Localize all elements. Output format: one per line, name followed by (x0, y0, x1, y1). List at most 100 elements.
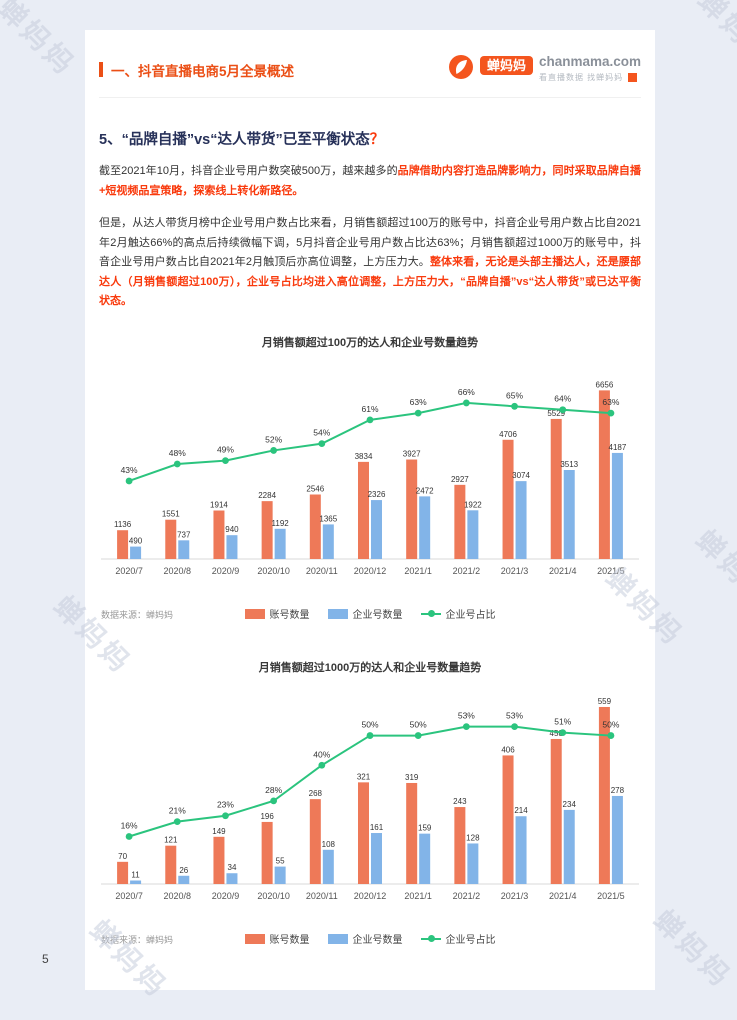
bar-value-label: 3834 (355, 452, 373, 461)
enterprise-bar (467, 843, 479, 885)
x-axis-label: 2021/3 (501, 566, 529, 576)
page-number: 5 (42, 952, 49, 966)
paragraph-2: 但是，从达人带货月榜中企业号用户数占比来看，月销售额超过100万的账号中，抖音企… (99, 214, 641, 312)
pct-label: 49% (217, 445, 234, 455)
pct-label: 53% (506, 711, 523, 721)
bar-value-label: 121 (164, 836, 178, 845)
page-title-text: 5、“品牌自播”vs“达人带货”已至平衡状态 (99, 132, 370, 148)
watermark-text: 蝉妈妈 (0, 0, 82, 82)
bar-value-label: 2284 (258, 491, 276, 500)
x-axis-label: 2021/4 (549, 891, 577, 901)
enterprise-bar (322, 524, 334, 560)
trend-dot (462, 723, 470, 731)
chart-2-svg: 70 11 16% 2020/7 121 26 21% 2020/8 149 34 23% 2020/… (101, 697, 639, 901)
pct-label: 40% (313, 749, 330, 759)
enterprise-bar (563, 809, 575, 885)
trend-dot (173, 818, 181, 826)
legend-label: 企业号数量 (352, 610, 403, 622)
bar-value-label: 1551 (162, 510, 180, 519)
pct-label: 50% (410, 720, 427, 730)
pct-label: 50% (361, 720, 378, 730)
bar-value-label: 406 (501, 745, 515, 754)
enterprise-bar (371, 500, 382, 560)
bar-value-label: 3927 (403, 450, 421, 459)
ratio-trend-line (128, 725, 611, 838)
section-title: 一、抖音直播电商5月全景概述 (111, 63, 295, 79)
enterprise-bar (226, 535, 238, 560)
bar-value-label: 4187 (609, 443, 627, 452)
bar-value-label: 4706 (499, 430, 517, 439)
watermark-text: 蝉妈妈 (648, 904, 737, 994)
pct-label: 65% (506, 390, 523, 400)
chart-1-svg: 1136 490 43% 2020/7 1551 737 48% 2020/8 1914 940 4… (101, 380, 639, 576)
trend-dot (511, 402, 518, 410)
bar-value-label: 2472 (416, 486, 434, 495)
x-axis-label: 2021/5 (597, 891, 625, 901)
bar-value-label: 3513 (560, 460, 578, 469)
bar-value-label: 70 (118, 852, 127, 861)
logo-tagline: 看直播数据 找蝉妈妈 (539, 72, 641, 83)
legend-label: 账号数量 (269, 610, 310, 622)
enterprise-bar (467, 510, 479, 560)
pct-label: 48% (169, 448, 186, 458)
legend-item-ratio: 企业号占比 (420, 606, 496, 621)
bar-value-label: 196 (260, 812, 274, 821)
paragraph-1: 截至2021年10月，抖音企业号用户数突破500万，越来越多的品牌借助内容打造品… (99, 162, 641, 201)
enterprise-swatch (327, 608, 348, 619)
account-bar (165, 845, 177, 885)
enterprise-bar (515, 481, 527, 560)
legend-label: 企业号占比 (445, 935, 496, 947)
trend-dot (222, 812, 229, 820)
chart-block-1: 月销售额超过100万的达人和企业号数量趋势 1136 490 43% 2020/7 15… (99, 334, 641, 625)
pct-label: 63% (410, 397, 427, 407)
chanmama-logo: 蝉妈妈 chanmama.com 看直播数据 找蝉妈妈 (448, 54, 641, 85)
chart-2-canvas: 70 11 16% 2020/7 121 26 21% 2020/8 149 34 23% 2020/… (99, 678, 641, 926)
trend-dot (318, 761, 326, 769)
bar-value-label: 278 (611, 786, 625, 795)
bar-value-label: 2927 (451, 475, 469, 484)
account-bar (165, 519, 177, 560)
legend-item-enterprise: 企业号数量 (327, 606, 403, 622)
account-bar (550, 739, 562, 885)
pct-label: 63% (602, 397, 619, 407)
chart-1-source: 数据来源：蝉妈妈 (101, 610, 174, 621)
bar-value-label: 5529 (547, 409, 565, 418)
pct-label: 61% (361, 404, 378, 414)
logo-brand-pill: 蝉妈妈 (479, 56, 533, 75)
account-bar (358, 461, 369, 560)
chart-2-source: 数据来源：蝉妈妈 (101, 935, 174, 946)
enterprise-bar (611, 452, 623, 560)
paragraph-1-normal: 截至2021年10月，抖音企业号用户数突破500万，越来越多的 (99, 165, 398, 177)
legend-label: 账号数量 (269, 935, 310, 947)
logo-domain: chanmama.com (538, 54, 641, 69)
bar-value-label: 940 (225, 525, 239, 534)
trend-dot (366, 732, 374, 740)
pct-label: 43% (121, 465, 138, 475)
ratio-trend-line (128, 401, 611, 482)
x-axis-label: 2020/12 (354, 891, 387, 901)
bar-value-label: 234 (563, 800, 577, 809)
enterprise-swatch (327, 933, 348, 944)
bar-value-label: 2326 (368, 490, 386, 499)
enterprise-bar (274, 528, 286, 560)
trend-dot (270, 797, 278, 805)
bar-value-label: 1922 (464, 500, 482, 509)
bar-value-label: 319 (405, 773, 419, 782)
enterprise-bar (515, 816, 527, 885)
ratio-line-swatch (420, 935, 441, 943)
x-axis-label: 2020/7 (115, 566, 143, 576)
enterprise-bar (611, 796, 623, 885)
bar-value-label: 321 (357, 772, 371, 781)
pct-label: 54% (313, 428, 330, 438)
paragraph-1-highlight: 品牌借助内容打造品牌影响力，同时采取品牌自播+短视频品宣策略，探索线上转化新路径… (99, 165, 641, 197)
x-axis-label: 2021/3 (501, 891, 529, 901)
account-bar (598, 390, 610, 560)
account-bar (213, 510, 225, 560)
bar-value-label: 11 (131, 871, 140, 880)
bar-value-label: 490 (129, 537, 143, 546)
account-bar (550, 418, 562, 560)
x-axis-label: 2021/5 (597, 566, 625, 576)
x-axis-label: 2020/9 (212, 566, 240, 576)
bar-value-label: 149 (212, 827, 226, 836)
account-bar (261, 821, 273, 885)
